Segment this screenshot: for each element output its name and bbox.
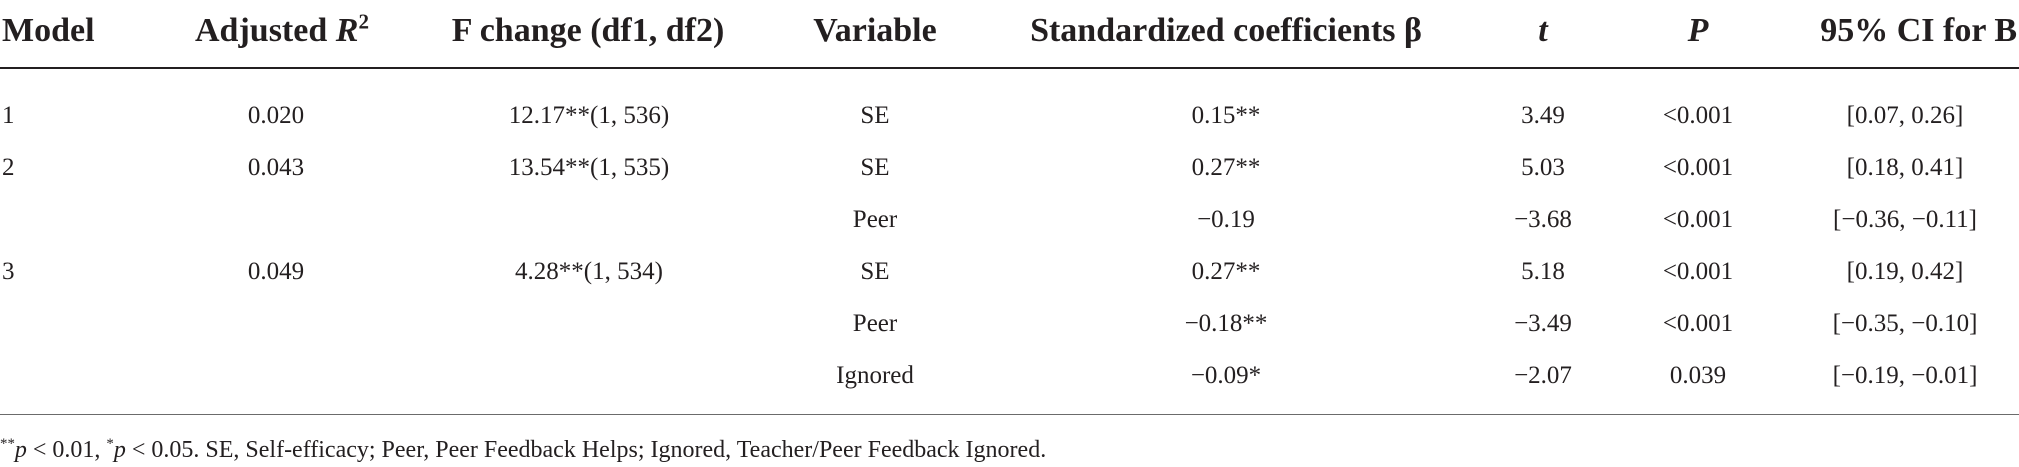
cell-ci: [0.18, 0.41] <box>1846 154 1964 181</box>
cell-p: 0.039 <box>1669 362 1727 389</box>
cell-beta: 0.27** <box>1191 258 1261 285</box>
header-p: P <box>1687 12 1709 49</box>
cell-t: 5.03 <box>1521 154 1565 181</box>
cell-adjusted-r2: 0.043 <box>247 154 305 181</box>
cell-p: <0.001 <box>1662 102 1734 129</box>
cell-variable: SE <box>860 258 890 285</box>
cell-adjusted-r2: 0.020 <box>247 102 305 129</box>
cell-variable: SE <box>860 154 890 181</box>
table-bottom-rule <box>0 414 2019 415</box>
cell-beta: −0.18** <box>1184 310 1268 337</box>
cell-ci: [−0.19, −0.01] <box>1832 362 1978 389</box>
header-f-change: F change (df1, df2) <box>451 12 725 49</box>
cell-model: 3 <box>2 258 15 285</box>
cell-f-change: 13.54**(1, 535) <box>508 154 670 181</box>
header-rule <box>0 67 2019 69</box>
cell-beta: −0.09* <box>1190 362 1262 389</box>
header-standardized-coefficients: Standardized coefficients β <box>1030 12 1422 49</box>
cell-f-change: 4.28**(1, 534) <box>515 258 663 285</box>
cell-t: 3.49 <box>1521 102 1565 129</box>
cell-variable: SE <box>860 102 890 129</box>
cell-ci: [0.19, 0.42] <box>1846 258 1964 285</box>
cell-adjusted-r2: 0.049 <box>247 258 305 285</box>
header-variable: Variable <box>813 12 937 49</box>
header-model: Model <box>2 12 95 49</box>
cell-p: <0.001 <box>1662 154 1734 181</box>
cell-p: <0.001 <box>1662 206 1734 233</box>
cell-p: <0.001 <box>1662 258 1734 285</box>
cell-t: −3.49 <box>1514 310 1572 337</box>
cell-model: 2 <box>2 154 15 181</box>
header-adjusted-r2: Adjusted R2 <box>195 9 369 49</box>
cell-ci: [−0.35, −0.10] <box>1832 310 1978 337</box>
cell-t: −2.07 <box>1514 362 1572 389</box>
header-t: t <box>1538 12 1548 49</box>
cell-variable: Ignored <box>836 362 914 389</box>
cell-variable: Peer <box>852 310 898 337</box>
cell-model: 1 <box>2 102 15 129</box>
header-ci: 95% CI for B <box>1820 12 2017 49</box>
table-footnote: **p < 0.01, *p < 0.05. SE, Self-efficacy… <box>0 436 1047 463</box>
cell-f-change: 12.17**(1, 536) <box>508 102 670 129</box>
cell-ci: [−0.36, −0.11] <box>1833 206 1977 233</box>
cell-t: −3.68 <box>1514 206 1572 233</box>
cell-beta: 0.27** <box>1191 154 1261 181</box>
cell-variable: Peer <box>852 206 898 233</box>
cell-p: <0.001 <box>1662 310 1734 337</box>
cell-t: 5.18 <box>1521 258 1565 285</box>
cell-beta: −0.19 <box>1197 206 1255 233</box>
cell-beta: 0.15** <box>1191 102 1261 129</box>
cell-ci: [0.07, 0.26] <box>1846 102 1964 129</box>
